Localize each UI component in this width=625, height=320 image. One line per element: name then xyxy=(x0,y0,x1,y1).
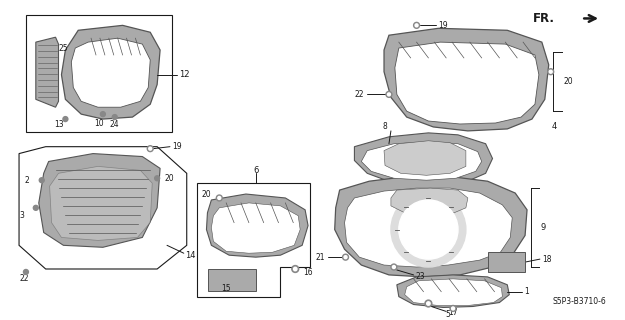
Bar xyxy=(488,252,525,272)
Text: 5: 5 xyxy=(446,310,451,319)
Text: 1: 1 xyxy=(524,287,529,296)
Text: 9: 9 xyxy=(541,223,546,232)
Text: 8: 8 xyxy=(382,123,387,132)
Circle shape xyxy=(112,115,118,120)
Polygon shape xyxy=(354,133,492,186)
Text: 15: 15 xyxy=(221,284,231,293)
Text: 20: 20 xyxy=(564,77,573,86)
Polygon shape xyxy=(61,25,160,119)
Circle shape xyxy=(39,178,44,183)
Circle shape xyxy=(386,92,392,97)
Circle shape xyxy=(149,147,152,150)
Circle shape xyxy=(415,24,418,27)
Polygon shape xyxy=(49,166,152,240)
Bar xyxy=(208,269,256,291)
Circle shape xyxy=(388,93,391,96)
Circle shape xyxy=(427,302,430,305)
Circle shape xyxy=(452,307,454,310)
Text: 23: 23 xyxy=(416,272,425,281)
Circle shape xyxy=(399,200,458,259)
Circle shape xyxy=(549,70,552,73)
Text: 14: 14 xyxy=(185,251,195,260)
Text: 20: 20 xyxy=(202,189,211,198)
Circle shape xyxy=(148,146,153,152)
Text: 18: 18 xyxy=(542,255,551,264)
Polygon shape xyxy=(384,141,466,175)
Circle shape xyxy=(342,254,349,260)
Polygon shape xyxy=(39,154,160,247)
Text: 25: 25 xyxy=(59,44,68,52)
Text: 4: 4 xyxy=(552,123,558,132)
Circle shape xyxy=(392,266,396,268)
Text: 3: 3 xyxy=(19,211,24,220)
Polygon shape xyxy=(395,42,539,124)
Polygon shape xyxy=(405,279,502,306)
Text: 12: 12 xyxy=(179,70,189,79)
Circle shape xyxy=(294,267,297,271)
Text: 16: 16 xyxy=(303,268,312,277)
Circle shape xyxy=(154,176,159,181)
Text: 13: 13 xyxy=(54,121,64,130)
Text: S5P3-B3710-6: S5P3-B3710-6 xyxy=(552,298,606,307)
Polygon shape xyxy=(206,194,308,257)
Text: 22: 22 xyxy=(19,274,29,284)
Polygon shape xyxy=(211,203,300,253)
Circle shape xyxy=(425,300,432,307)
Text: 2: 2 xyxy=(24,176,29,185)
Circle shape xyxy=(292,266,299,272)
Circle shape xyxy=(24,269,28,275)
Text: 6: 6 xyxy=(253,166,259,175)
Polygon shape xyxy=(36,37,59,107)
Circle shape xyxy=(216,195,222,201)
Text: 17: 17 xyxy=(448,308,458,317)
Text: 19: 19 xyxy=(172,142,181,151)
Polygon shape xyxy=(71,38,150,107)
Text: 20: 20 xyxy=(164,174,174,183)
Text: 19: 19 xyxy=(438,21,448,30)
Bar xyxy=(26,15,172,132)
Polygon shape xyxy=(361,142,482,180)
Circle shape xyxy=(414,22,419,28)
Polygon shape xyxy=(397,275,509,308)
Circle shape xyxy=(217,196,221,199)
Circle shape xyxy=(33,205,38,210)
Circle shape xyxy=(63,116,68,122)
Circle shape xyxy=(391,264,397,270)
Circle shape xyxy=(391,192,466,267)
Text: 21: 21 xyxy=(316,253,325,262)
Polygon shape xyxy=(384,28,549,131)
Circle shape xyxy=(101,112,106,116)
Text: 10: 10 xyxy=(94,118,104,127)
Text: 22: 22 xyxy=(355,90,364,99)
Text: 24: 24 xyxy=(110,121,119,130)
Polygon shape xyxy=(335,176,527,277)
Circle shape xyxy=(344,256,347,259)
Circle shape xyxy=(450,306,456,311)
Polygon shape xyxy=(391,188,468,214)
Text: FR.: FR. xyxy=(532,12,554,25)
Circle shape xyxy=(548,69,554,75)
Polygon shape xyxy=(344,188,512,267)
